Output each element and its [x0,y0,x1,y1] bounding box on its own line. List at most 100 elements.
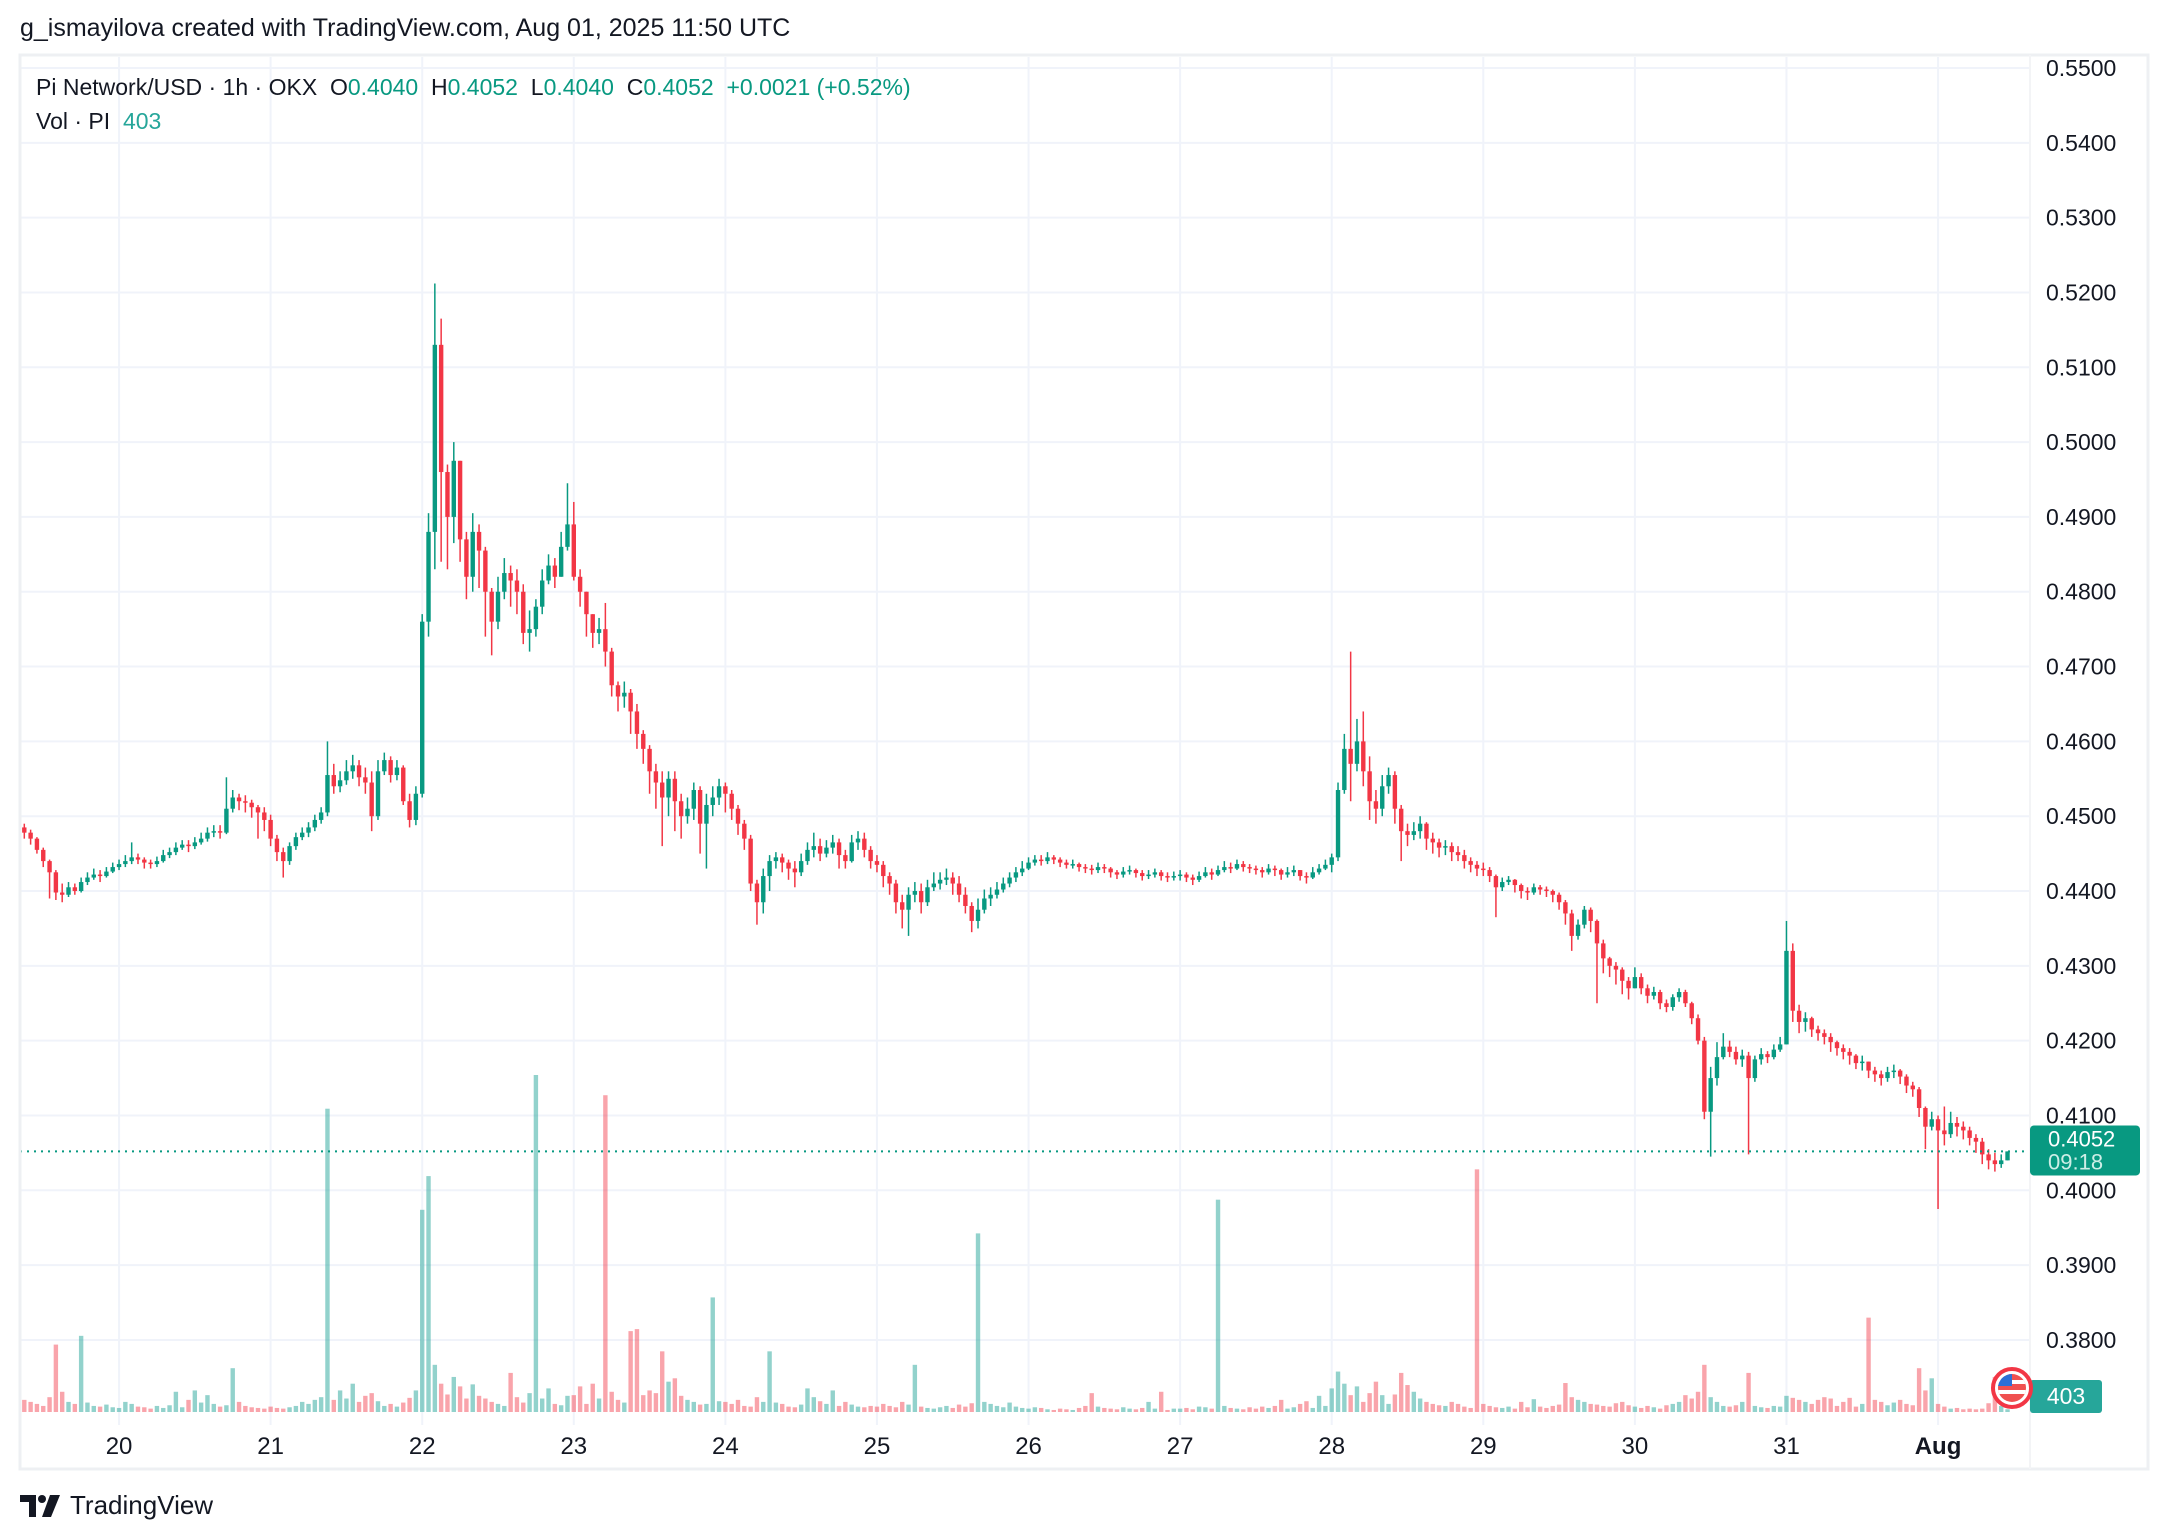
volume-bar [1417,1398,1423,1412]
volume-bar [1556,1404,1562,1412]
volume-bar [268,1406,273,1412]
candle-down [1114,872,1120,875]
candle-up [849,842,854,862]
candle-down [363,777,368,783]
volume-bar [1632,1406,1638,1412]
time-axis[interactable]: 20 21 22 23 24 25 26 27 28 29 30 31 Aug [106,1433,1962,1460]
candle-up [85,877,90,883]
volume-bar [28,1401,33,1412]
time-tick-label: 29 [1470,1433,1497,1460]
volume-bar [742,1405,747,1412]
volume-bar [123,1401,128,1412]
candle-down [1935,1119,1941,1131]
candle-up [1999,1160,2004,1165]
candle-down [1487,870,1492,877]
volume-bar [1790,1397,1795,1412]
price-tick-label: 0.5300 [2046,205,2116,231]
candle-up [1127,870,1132,872]
volume-bar [558,1405,564,1412]
us-flag-icon[interactable] [1991,1367,2033,1409]
volume-bar [786,1406,791,1412]
volume-bar [476,1395,482,1412]
candle-up [211,831,216,833]
volume-bar [1026,1408,1031,1412]
candle-up [110,867,115,872]
candle-down [653,771,659,783]
candle-down [1569,913,1574,936]
volume-bar [1462,1406,1467,1412]
candle-up [432,344,438,532]
volume-bar [577,1386,583,1412]
volume-bar [697,1404,703,1412]
volume-bar [862,1407,867,1412]
volume-bar [1657,1408,1663,1412]
volume-bar [34,1403,40,1412]
volume-bar [1222,1405,1227,1412]
candle-down [1828,1036,1833,1043]
volume-bar [470,1384,475,1412]
candle-up [1714,1057,1720,1079]
candle-down [660,782,665,798]
candle-down [1247,867,1252,869]
volume-bar [211,1403,216,1412]
candle-down [356,765,362,778]
volume-bar [1354,1386,1360,1412]
candle-up [1582,909,1587,925]
symbol-title[interactable]: Pi Network/USD · 1h · OKX [36,74,318,100]
volume-bar [394,1406,400,1412]
volume-bar [912,1364,918,1412]
candle-down [1272,868,1278,871]
candle-up [350,765,355,772]
candle-down [1796,1010,1802,1022]
candle-down [1746,1055,1751,1079]
volume-bar [1841,1401,1846,1412]
candle-down [1834,1042,1840,1049]
volume-bar [1064,1409,1069,1412]
volume-bar [1196,1406,1202,1412]
volume-bar [704,1403,709,1412]
candle-down [584,591,589,615]
volume-bar [918,1406,924,1412]
volume-bar [495,1403,501,1412]
candle-down [1822,1033,1827,1037]
volume-bar [773,1402,779,1412]
candle-up [1121,871,1126,875]
volume-bar [325,1108,330,1412]
volume-bar [660,1351,665,1412]
volume-bar [1038,1407,1044,1412]
volume-bar [1070,1409,1075,1412]
volume-bar [1316,1395,1322,1412]
candle-down [1980,1141,1985,1155]
candle-down [1853,1055,1859,1064]
candle-up [1032,859,1038,863]
candle-down [1405,831,1410,835]
price-axis[interactable]: 0.5500 0.5400 0.5300 0.5200 0.5100 0.5000 0.49… [2046,55,2116,1353]
candle-down [1051,857,1057,860]
candle-down [1702,1040,1707,1112]
volume-bar [451,1376,456,1412]
volume-bar [198,1402,204,1412]
tradingview-logo[interactable]: TradingView [20,1490,213,1521]
candle-down [34,838,40,850]
volume-bar [1613,1403,1619,1412]
volume-bar [192,1390,198,1412]
volume-bar [1468,1407,1473,1412]
volume-bar [1506,1406,1511,1412]
candle-up [1020,868,1025,873]
volume-bar [142,1407,147,1412]
time-tick-label: 22 [409,1433,436,1460]
volume-bar [22,1399,27,1412]
volume-bar [881,1403,886,1412]
candle-down [1904,1076,1909,1086]
volume-bar [761,1401,766,1412]
candle-down [742,823,747,839]
volume-title[interactable]: Vol · PI [36,108,111,134]
candle-up [91,874,96,878]
volume-bar [413,1390,419,1412]
volume-bar [1765,1407,1770,1412]
candle-down [963,894,968,906]
volume-bar [1860,1403,1865,1412]
volume-bar [584,1403,589,1412]
candle-down [369,782,374,817]
